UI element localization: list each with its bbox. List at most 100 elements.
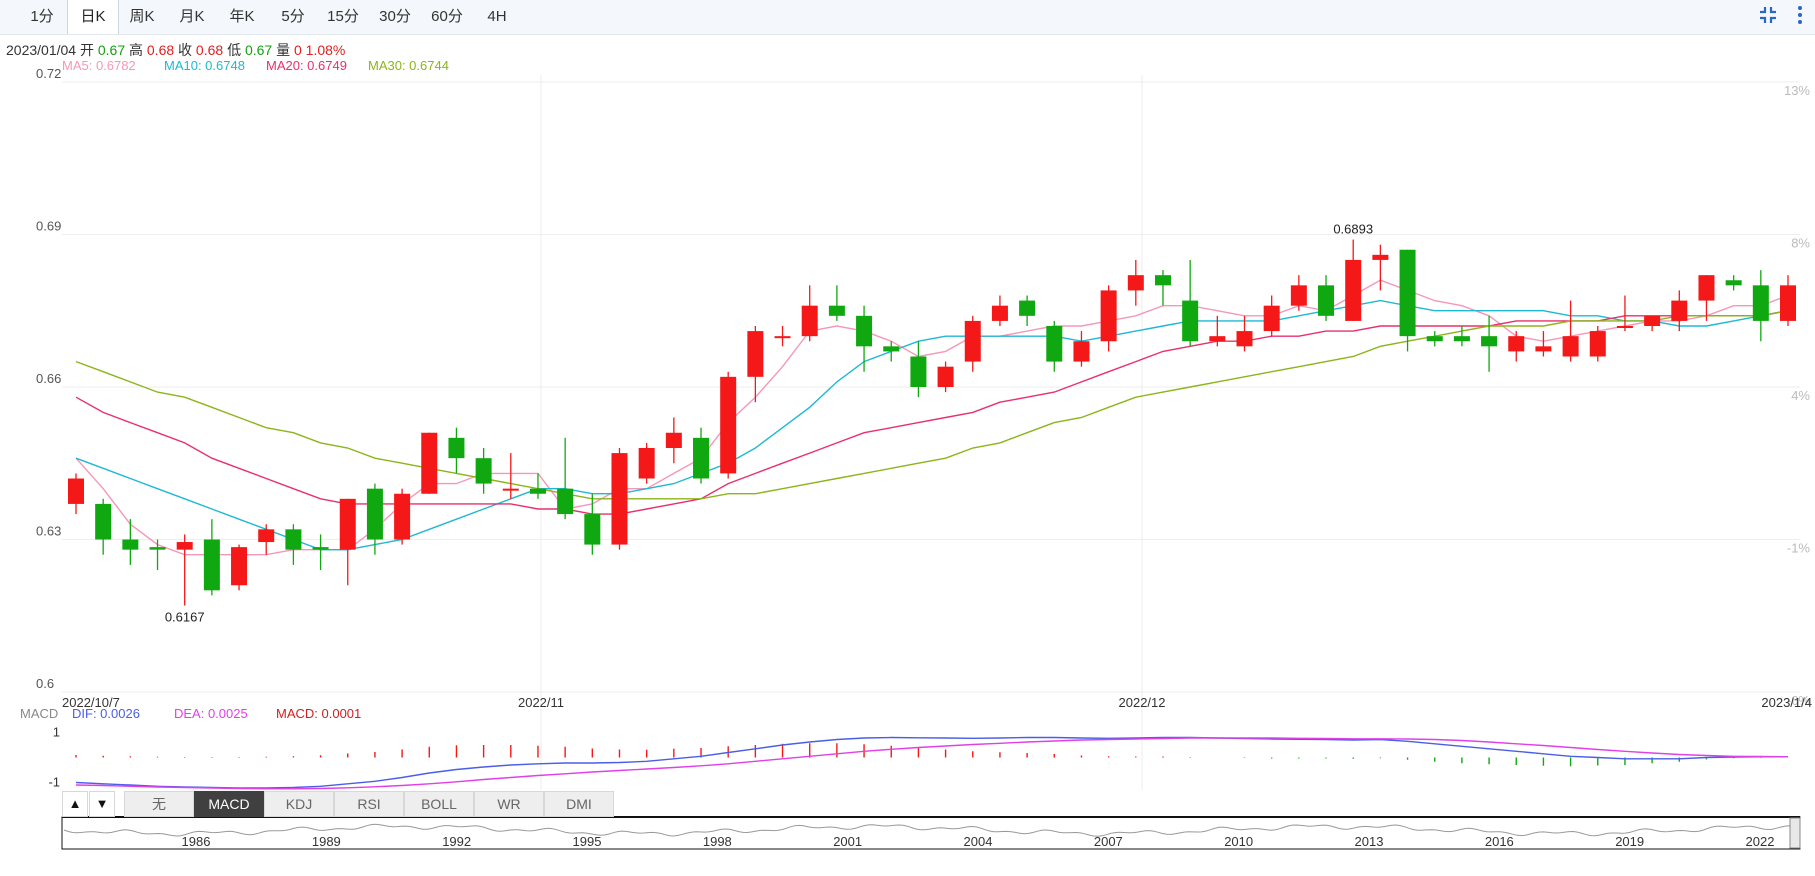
candle-body (1698, 275, 1715, 301)
navigator-x-label: 2007 (1094, 834, 1123, 849)
candle-body (828, 305, 845, 316)
candle-body (1453, 336, 1470, 342)
indicator-tab-1[interactable]: MACD (194, 791, 264, 817)
pct-tick-label: 8% (1791, 236, 1810, 251)
tab-9[interactable]: 4H (487, 8, 507, 25)
indicator-tab-0[interactable]: 无 (124, 791, 194, 817)
navigator-frame (61, 816, 1801, 850)
tab-4[interactable]: 年K (229, 8, 255, 25)
tab-8[interactable]: 60分 (431, 8, 463, 25)
navigator-x-label: 2010 (1224, 834, 1253, 849)
navigator-x-label: 1992 (442, 834, 471, 849)
indicator-tab-6[interactable]: DMI (544, 791, 614, 817)
candle-body (258, 529, 275, 543)
macd-dea-line (75, 737, 1789, 790)
tab-5[interactable]: 5分 (281, 8, 305, 25)
open-value: 0.67 (97, 42, 126, 58)
ma30-line (75, 310, 1789, 500)
indicator-tab-5[interactable]: WR (474, 791, 544, 817)
candle-body (883, 346, 900, 352)
y-tick-label: 0.69 (36, 219, 61, 234)
candle-body (1562, 336, 1579, 357)
ma10-legend: MA10: 0.6748 (164, 58, 245, 73)
candle-body (964, 320, 981, 362)
candle-body (1127, 275, 1144, 291)
candle-body (1616, 326, 1633, 328)
x-tick-label: 2022/12 (1119, 695, 1166, 710)
candle-body (339, 498, 356, 550)
candle-body (176, 542, 193, 550)
indicator-tab-2[interactable]: KDJ (264, 791, 334, 817)
candle-body (991, 305, 1008, 321)
candle-body (1154, 275, 1171, 286)
ma5-line (75, 279, 1789, 556)
indicator-tab-3[interactable]: RSI (334, 791, 404, 817)
candle-body (1100, 290, 1117, 342)
candle-body (1046, 326, 1063, 362)
high-value: 0.68 (146, 42, 175, 58)
min-price-label: 0.6167 (165, 610, 205, 625)
indicator-tab-4[interactable]: BOLL (404, 791, 474, 817)
navigator-x-label: 1989 (312, 834, 341, 849)
candle-body (1671, 300, 1688, 321)
candle-body (1508, 336, 1525, 352)
ma5-legend: MA5: 0.6782 (62, 58, 136, 73)
pct-tick-label: 4% (1791, 388, 1810, 403)
tab-2[interactable]: 周K (129, 8, 155, 25)
candle-body (95, 503, 112, 540)
y-tick-label: 0.63 (36, 524, 61, 539)
candle-body (1426, 336, 1443, 342)
candle-body (1780, 285, 1796, 321)
navigator-x-label: 2022 (1746, 834, 1775, 849)
candle-body (529, 488, 546, 494)
tab-3[interactable]: 月K (179, 8, 205, 25)
candle-body (1589, 331, 1606, 357)
close-value: 0.68 (195, 42, 224, 58)
pct-tick-label: -1% (1787, 541, 1811, 556)
candle-body (285, 529, 302, 550)
candle-body (1236, 331, 1253, 347)
ohlc-info: 2023/01/04 开 0.67 高 0.68 收 0.68 低 0.67 量… (6, 40, 345, 60)
candle-body (502, 488, 519, 491)
navigator-x-label: 2019 (1615, 834, 1644, 849)
candle-body (1019, 300, 1036, 316)
candle-body (801, 305, 818, 337)
tab-1[interactable]: 日K (67, 0, 119, 34)
candle-body (394, 493, 411, 540)
candle-body (1725, 280, 1742, 286)
macd-y-tick-label: 1 (53, 725, 60, 740)
macd-y-tick-label: -1 (48, 775, 60, 790)
macd-legend-dea: DEA: 0.0025 (174, 706, 248, 721)
ma20-legend: MA20: 0.6749 (266, 58, 347, 73)
candle-body (720, 376, 737, 474)
candle-body (203, 539, 220, 591)
tab-0[interactable]: 1分 (30, 8, 54, 25)
candle-body (1073, 341, 1090, 362)
candle-body (1399, 249, 1416, 337)
candle-body (312, 547, 329, 550)
macd-legend-name: MACD (20, 706, 59, 721)
navigator-x-label: 2016 (1485, 834, 1514, 849)
x-tick-label: 2023/1/4 (1761, 695, 1812, 710)
navigator-x-label: 2013 (1355, 834, 1384, 849)
indicator-up-button[interactable]: ▲ (62, 791, 88, 817)
candle-body (1644, 315, 1661, 326)
indicator-down-button[interactable]: ▼ (89, 791, 115, 817)
navigator-x-label: 1986 (182, 834, 211, 849)
candle-body (557, 488, 574, 515)
tab-6[interactable]: 15分 (327, 8, 359, 25)
candle-body (1372, 254, 1389, 260)
candle-body (68, 478, 84, 504)
candle-body (747, 331, 764, 377)
y-tick-label: 0.66 (36, 371, 61, 386)
info-date: 2023/01/04 (6, 42, 77, 58)
macd-legend-macd: MACD: 0.0001 (276, 706, 362, 721)
tab-7[interactable]: 30分 (379, 8, 411, 25)
shrink-icon[interactable] (1755, 4, 1781, 30)
low-value: 0.67 (244, 42, 273, 58)
candle-body (448, 437, 465, 459)
high-label: 高 (129, 42, 143, 58)
candle-body (856, 315, 873, 347)
more-vertical-icon[interactable] (1787, 4, 1813, 30)
candle-body (584, 514, 601, 545)
